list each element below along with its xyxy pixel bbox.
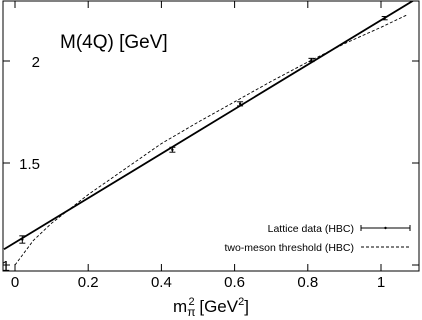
threshold-curve	[14, 14, 407, 266]
y-tick-label: 1.5	[19, 156, 40, 173]
y-tick-label: 1	[2, 258, 10, 275]
y-tick-label: 2	[32, 54, 40, 71]
x-tick-label: 0.4	[151, 274, 172, 291]
x-axis-title-sub: π	[187, 305, 195, 319]
chart-title: M(4Q) [GeV]	[60, 32, 168, 53]
fit-line	[3, 1, 415, 250]
plot-frame	[2, 0, 420, 272]
x-tick-label: 0.6	[224, 274, 245, 291]
x-axis-title-sup: 2	[189, 296, 195, 308]
x-tick-label: 1	[377, 274, 385, 291]
x-axis-title-unit-sup: 2	[238, 296, 244, 308]
x-axis-title-base: m	[173, 297, 187, 316]
legend-label: Lattice data (HBC)	[268, 223, 354, 235]
x-axis-title: mπ2 [GeV2]	[173, 296, 249, 319]
x-tick-label: 0.8	[297, 274, 318, 291]
legend-swatch-point	[384, 226, 387, 230]
data-point	[171, 148, 174, 151]
legend-label: two-meson threshold (HBC)	[224, 242, 354, 254]
x-axis-title-unit-close: ]	[244, 297, 249, 316]
x-tick-label: 0	[11, 274, 19, 291]
x-axis-title-unit: [GeV	[195, 297, 239, 316]
x-tick-label: 0.2	[78, 274, 99, 291]
